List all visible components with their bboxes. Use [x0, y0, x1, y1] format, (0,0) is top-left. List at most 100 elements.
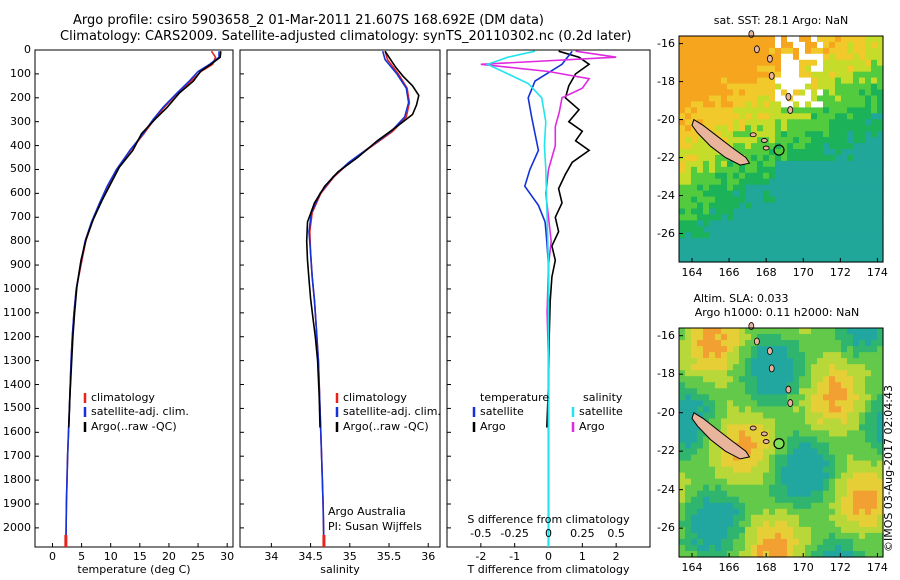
map-cell: [685, 178, 692, 186]
map-cell: [769, 436, 776, 444]
map-cell: [805, 436, 812, 444]
map-cell: [853, 53, 860, 61]
map-cell: [715, 232, 722, 239]
map-cell: [799, 358, 806, 365]
map-cell: [769, 358, 776, 365]
map-cell: [835, 250, 842, 257]
map-cell: [691, 256, 698, 263]
map-cell: [877, 89, 884, 96]
map-cell: [745, 220, 752, 227]
map-cell: [787, 131, 794, 138]
map-cell: [853, 364, 860, 371]
map-cell: [853, 460, 860, 468]
map-cell: [829, 364, 836, 371]
map-cell: [823, 328, 830, 335]
map-cell: [823, 113, 830, 120]
map-cell: [757, 196, 764, 204]
map-cell: [823, 220, 830, 227]
map-cell: [835, 514, 842, 522]
map-cell: [679, 59, 686, 67]
map-cell: [811, 412, 818, 419]
map-cell: [817, 490, 824, 498]
map-cell: [775, 107, 782, 114]
map-cell: [685, 137, 692, 144]
map-cell: [685, 466, 692, 474]
map-cell: [787, 448, 794, 456]
map-cell: [811, 256, 818, 263]
map-cell: [835, 472, 842, 480]
map-cell: [799, 532, 806, 540]
map-cell: [733, 490, 740, 498]
map-cell: [703, 436, 710, 444]
map-cell: [853, 538, 860, 546]
map-cell: [865, 424, 872, 431]
map-cell: [793, 149, 800, 156]
map-cell: [775, 154, 782, 162]
map-cell: [799, 166, 806, 174]
map-cell: [859, 214, 866, 221]
map-cell: [823, 256, 830, 263]
map-cell: [829, 376, 836, 383]
map-cell: [811, 47, 818, 55]
map-cell: [853, 226, 860, 233]
map-cell: [793, 53, 800, 61]
map-cell: [733, 208, 740, 215]
map-cell: [751, 83, 758, 91]
map-cell: [727, 232, 734, 239]
map-cell: [871, 454, 878, 462]
map-cell: [835, 95, 842, 102]
map-cell: [733, 36, 740, 43]
map-cell: [757, 484, 764, 492]
map-cell: [691, 208, 698, 215]
map-cell: [733, 508, 740, 516]
map-cell: [757, 172, 764, 180]
map-cell: [757, 137, 764, 144]
map-cell: [787, 226, 794, 233]
map-cell: [781, 53, 788, 61]
map-cell: [835, 460, 842, 468]
map-cell: [709, 544, 716, 552]
map-cell: [691, 484, 698, 492]
map-cell: [703, 508, 710, 516]
map-cell: [751, 77, 758, 85]
map-cell: [817, 478, 824, 486]
map-cell: [703, 406, 710, 413]
map-cell: [703, 143, 710, 150]
map-cell: [847, 532, 854, 540]
map-cell: [799, 382, 806, 389]
map-cell: [751, 154, 758, 162]
map-cell: [739, 166, 746, 174]
map-cell: [703, 208, 710, 215]
map-cell: [679, 47, 686, 55]
map-cell: [775, 454, 782, 462]
map-cell: [847, 502, 854, 510]
map-cell: [763, 220, 770, 227]
map-cell: [817, 220, 824, 227]
map-cell: [745, 214, 752, 221]
map-cell: [715, 256, 722, 263]
map-cell: [697, 406, 704, 413]
map-cell: [805, 196, 812, 204]
map-cell: [727, 526, 734, 534]
map-cell: [871, 154, 878, 162]
map-cell: [721, 466, 728, 474]
map-cell: [841, 490, 848, 498]
map-cell: [853, 95, 860, 102]
map-cell: [829, 238, 836, 245]
map-cell: [679, 406, 686, 413]
map-cell: [685, 232, 692, 239]
map-cell: [835, 436, 842, 444]
map-cell: [751, 95, 758, 102]
map-cell: [721, 526, 728, 534]
map-cell: [775, 89, 782, 96]
map-cell: [817, 370, 824, 377]
map-cell: [739, 41, 746, 49]
map-cell: [769, 328, 776, 335]
map-cell: [781, 196, 788, 204]
map-cell: [775, 532, 782, 540]
map-cell: [679, 131, 686, 138]
map-cell: [703, 352, 710, 359]
map-cell: [733, 53, 740, 61]
map-cell: [745, 65, 752, 73]
map-cell: [685, 514, 692, 522]
